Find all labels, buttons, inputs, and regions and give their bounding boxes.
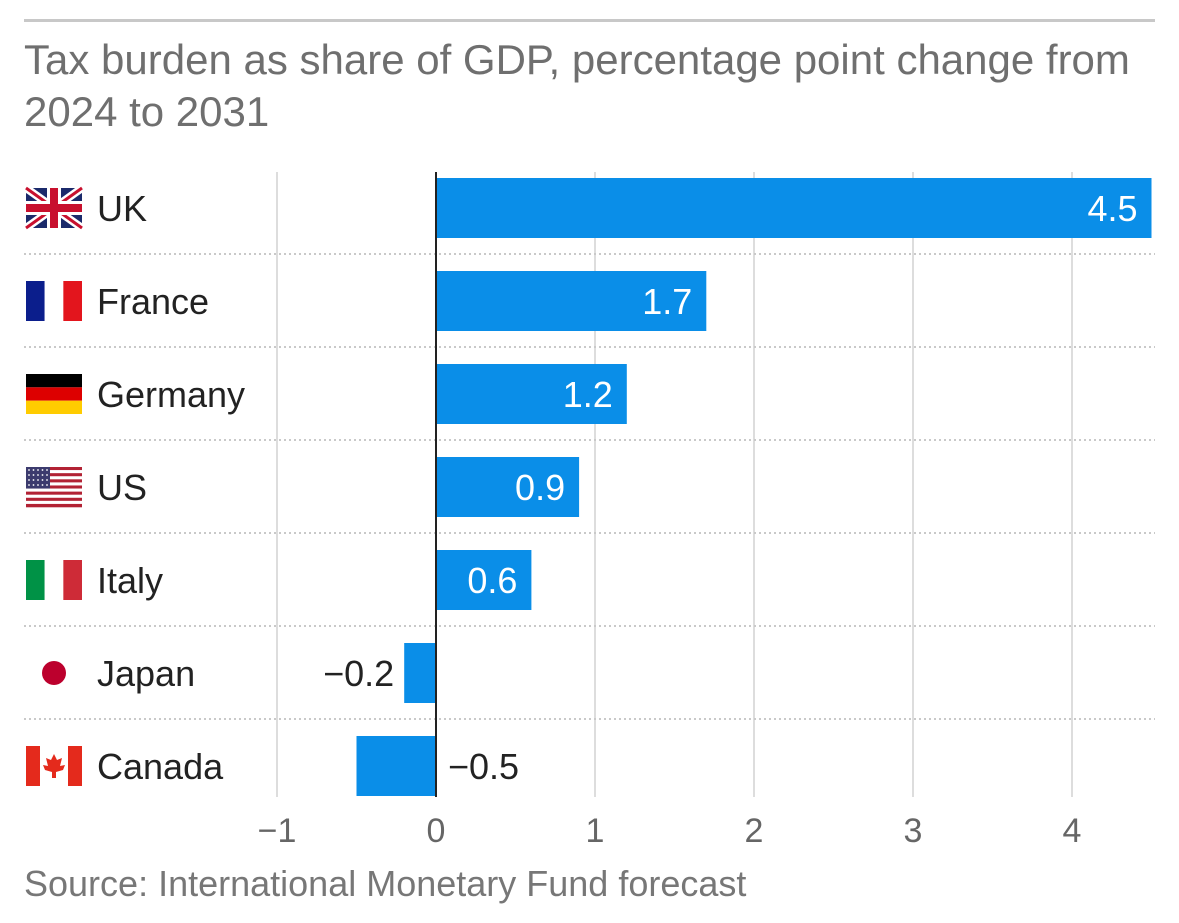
uk-flag (23, 184, 85, 232)
value-label-uk: 4.5 (1087, 188, 1137, 229)
value-label-us: 0.9 (515, 467, 565, 508)
value-label-italy: 0.6 (467, 560, 517, 601)
bar-japan (404, 643, 436, 703)
bar-italy (436, 550, 532, 610)
category-label-japan: Japan (97, 653, 195, 694)
bar-us (436, 457, 580, 517)
x-tick-label-4: 3 (904, 812, 923, 850)
france-flag (26, 281, 82, 321)
category-label-canada: Canada (97, 746, 224, 787)
x-tick-label-1: 0 (427, 812, 446, 850)
bar-uk (436, 178, 1152, 238)
top-rule (24, 19, 1155, 22)
value-label-france: 1.7 (642, 281, 692, 322)
x-tick-label-5: 4 (1063, 812, 1082, 850)
source-note: Source: International Monetary Fund fore… (24, 863, 747, 904)
x-tick-label-3: 2 (745, 812, 764, 850)
germany-flag (26, 374, 82, 414)
category-label-germany: Germany (97, 374, 245, 415)
category-label-uk: UK (97, 188, 147, 229)
value-label-canada: −0.5 (448, 746, 519, 787)
bar-germany (436, 364, 627, 424)
bar-canada (356, 736, 436, 796)
chart-title: Tax burden as share of GDP, percentage p… (24, 36, 1130, 135)
category-label-us: US (97, 467, 147, 508)
x-tick-label-0: −1 (258, 812, 297, 850)
x-tick-label-2: 1 (586, 812, 605, 850)
us-flag (26, 467, 82, 508)
category-label-italy: Italy (97, 560, 163, 601)
japan-flag (26, 653, 82, 693)
value-label-japan: −0.2 (323, 653, 394, 694)
italy-flag (26, 560, 82, 600)
category-label-france: France (97, 281, 209, 322)
value-label-germany: 1.2 (563, 374, 613, 415)
canada-flag (26, 746, 82, 786)
bar-france (436, 271, 707, 331)
